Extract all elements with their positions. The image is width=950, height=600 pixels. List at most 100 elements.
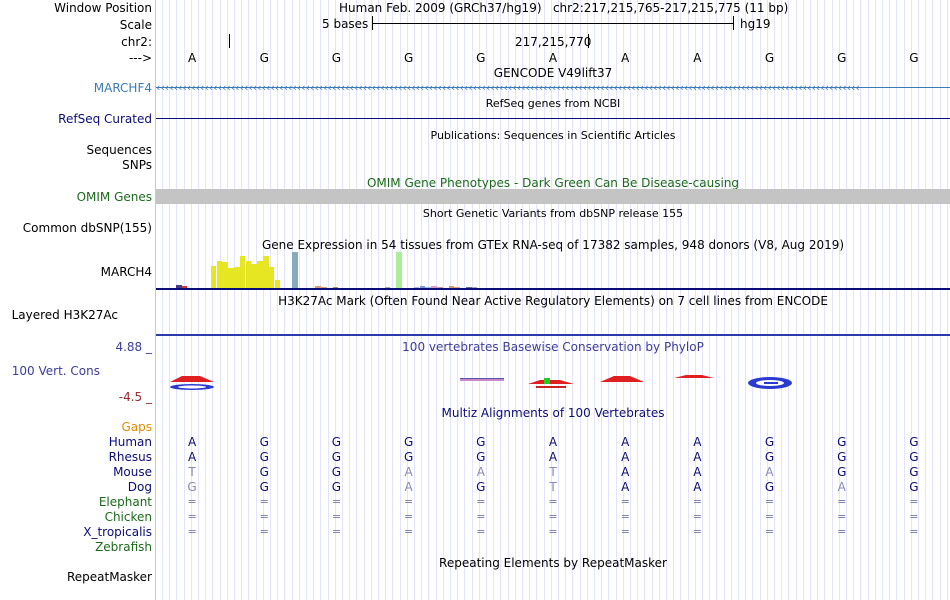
gencode-label[interactable]: MARCHF4 (93, 81, 152, 95)
ruler-base: G (476, 51, 486, 65)
aligned-base: G (909, 450, 919, 464)
gtex-tissue-bar[interactable] (239, 256, 246, 288)
gencode-axis-line (156, 87, 950, 88)
ruler-base: A (187, 51, 197, 65)
gtex-tissue-bar[interactable] (181, 286, 188, 288)
conservation-max-label: 4.88 _ (115, 340, 152, 354)
grid-line (932, 0, 934, 600)
species-label-mouse[interactable]: Mouse (113, 465, 152, 479)
aligned-base: A (187, 435, 197, 449)
gtex-tissue-bar[interactable] (315, 286, 321, 288)
grid-line (867, 0, 869, 600)
species-label-dog[interactable]: Dog (127, 480, 152, 494)
gtex-tissue-bar[interactable] (292, 252, 298, 288)
grid-line (183, 0, 185, 600)
publications-label-line1[interactable]: Sequences (86, 143, 152, 157)
cons-glyph-A8 (674, 375, 714, 378)
grid-line (500, 0, 502, 600)
aligned-base: G (837, 435, 847, 449)
species-label-x_tropicalis[interactable]: X_tropicalis (83, 525, 152, 539)
gtex-tissue-bar[interactable] (425, 286, 431, 288)
grid-line (680, 0, 682, 600)
gtex-tissue-bar[interactable] (471, 286, 478, 288)
omim-feature-bar[interactable] (156, 189, 950, 204)
gtex-tissue-bar[interactable] (413, 286, 420, 288)
grid-line (716, 0, 718, 600)
gtex-expression-chart[interactable] (156, 252, 950, 288)
ruler-base: G (764, 51, 775, 65)
gtex-tissue-bar[interactable] (251, 263, 257, 288)
gtex-tissue-bar[interactable] (245, 260, 252, 288)
grid-line (759, 0, 761, 600)
gtex-tissue-bar[interactable] (448, 286, 455, 288)
gtex-tissue-bar[interactable] (454, 286, 460, 288)
omim-label[interactable]: OMIM Genes (76, 190, 152, 204)
grid-line (874, 0, 876, 600)
species-label-elephant[interactable]: Elephant (98, 495, 152, 509)
h3k27ac-label[interactable]: Layered H3K27Ac (11, 308, 118, 322)
gtex-label[interactable]: MARCH4 (100, 265, 152, 279)
gencode-strand-chevrons: ‹‹‹‹‹‹‹‹‹‹‹‹‹‹‹‹‹‹‹‹‹‹‹‹‹‹‹‹‹‹‹‹‹‹‹‹‹‹‹‹… (156, 81, 860, 94)
gtex-tissue-bar[interactable] (396, 252, 402, 288)
species-label-rhesus[interactable]: Rhesus (108, 450, 152, 464)
gtex-tissue-bar[interactable] (384, 286, 391, 288)
gtex-tissue-bar[interactable] (437, 286, 443, 288)
grid-line (838, 0, 840, 600)
grid-line (896, 0, 898, 600)
gtex-tissue-bar[interactable] (419, 286, 426, 288)
grid-line (450, 0, 451, 600)
ruler-base: G (331, 51, 342, 65)
cons-glyph-G9 (748, 377, 792, 389)
aligned-base: = (404, 510, 414, 523)
grid-line (810, 0, 811, 600)
publications-label-line2[interactable]: SNPs (122, 158, 152, 172)
refseq-gene-feature[interactable] (156, 118, 950, 119)
gtex-tissue-bar[interactable] (263, 256, 269, 288)
species-label-chicken[interactable]: Chicken (104, 510, 152, 524)
gtex-tissue-bar[interactable] (216, 261, 223, 288)
grid-line (414, 0, 415, 600)
refseq-label[interactable]: RefSeq Curated (58, 112, 152, 126)
species-label-zebrafish[interactable]: Zebrafish (95, 540, 152, 554)
gtex-tissue-bar[interactable] (222, 262, 228, 288)
gtex-tissue-bar[interactable] (332, 286, 339, 288)
gtex-tissue-bar[interactable] (268, 267, 275, 288)
aligned-base: = (909, 495, 919, 508)
dbsnp-label[interactable]: Common dbSNP(155) (22, 221, 152, 235)
label-separator (155, 0, 156, 600)
gtex-tissue-bar[interactable] (431, 286, 437, 288)
gtex-tissue-bar[interactable] (274, 279, 281, 288)
grid-line (356, 0, 358, 600)
aligned-base: A (765, 465, 774, 479)
aligned-base: = (404, 525, 414, 538)
gtex-tissue-bar[interactable] (176, 285, 182, 288)
aligned-base: A (837, 480, 846, 494)
gtex-tissue-bar[interactable] (466, 286, 472, 288)
h3k27ac-title: H3K27Ac Mark (Often Found Near Active Re… (278, 294, 828, 308)
gtex-tissue-bar[interactable] (228, 268, 234, 288)
gtex-tissue-bar[interactable] (321, 286, 327, 288)
h3k27ac-signal-line[interactable] (156, 334, 950, 336)
gtex-tissue-bar[interactable] (234, 267, 240, 288)
conservation-logo-glyphs[interactable] (156, 370, 950, 394)
gencode-gene-feature[interactable]: ‹‹‹‹‹‹‹‹‹‹‹‹‹‹‹‹‹‹‹‹‹‹‹‹‹‹‹‹‹‹‹‹‹‹‹‹‹‹‹‹… (156, 81, 950, 95)
gtex-baseline (156, 288, 950, 290)
grid-line (817, 0, 819, 600)
repeatmasker-label[interactable]: RepeatMasker (66, 570, 152, 584)
species-label-human[interactable]: Human (108, 435, 152, 449)
grid-line (298, 0, 300, 600)
aligned-base: A (621, 465, 630, 479)
aligned-base: A (693, 435, 702, 449)
grid-line (255, 0, 257, 600)
gaps-label[interactable]: Gaps (121, 420, 152, 434)
grid-line (694, 0, 696, 600)
grid-line (313, 0, 315, 600)
gtex-tissue-bar[interactable] (210, 265, 217, 288)
gtex-tissue-bar[interactable] (257, 261, 263, 288)
conservation-label[interactable]: 100 Vert. Cons (11, 364, 100, 378)
aligned-base: G (259, 450, 269, 464)
aligned-base: = (909, 525, 919, 538)
grid-line (860, 0, 862, 600)
grid-line (442, 0, 444, 600)
grid-line (925, 0, 927, 600)
